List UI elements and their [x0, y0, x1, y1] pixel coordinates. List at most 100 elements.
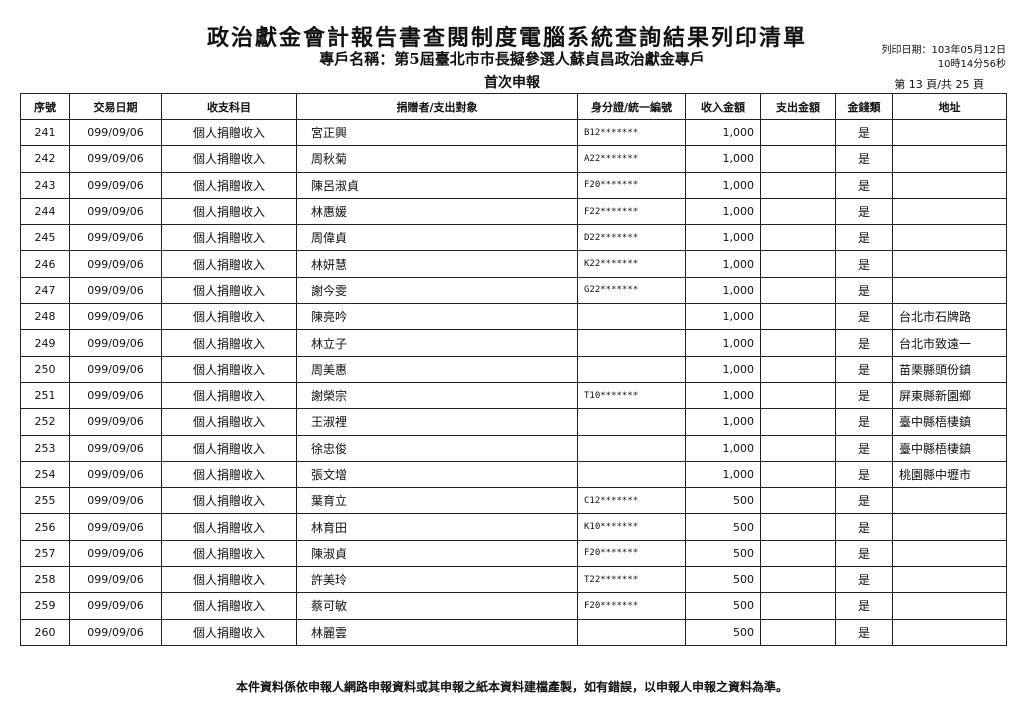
cell-address — [892, 618, 1007, 646]
table-row: 246 099/09/06 個人捐贈收入 林妍慧 K22******* 1,000 是 — [20, 250, 1007, 278]
cell-category: 個人捐贈收入 — [161, 566, 297, 594]
cell-seq: 241 — [20, 118, 70, 147]
column-header-id-number: 身分證/統一編號 — [577, 93, 686, 120]
cell-seq: 260 — [20, 618, 70, 646]
cell-address — [892, 171, 1007, 199]
table-row: 243 099/09/06 個人捐贈收入 陳呂淑貞 F20******* 1,000 是 — [20, 171, 1007, 199]
cell-cash: 是 — [835, 618, 893, 646]
cell-income: 1,000 — [685, 250, 761, 278]
cell-cash: 是 — [835, 381, 893, 410]
cell-id-number: D22******* — [577, 224, 686, 252]
table-row: 252 099/09/06 個人捐贈收入 王淑裡 1,000 是臺中縣梧棲鎮 — [20, 408, 1007, 436]
cell-id-number — [577, 303, 686, 331]
cell-address: 屏東縣新園鄉 — [892, 381, 1007, 410]
cell-cash: 是 — [835, 460, 893, 489]
cell-donor: 王淑裡 — [296, 408, 578, 436]
cell-cash: 是 — [835, 487, 893, 515]
cell-date: 099/09/06 — [69, 145, 162, 173]
cell-donor: 蔡可敏 — [296, 592, 578, 620]
cell-cash: 是 — [835, 329, 893, 357]
cell-address — [892, 592, 1007, 620]
cell-address — [892, 224, 1007, 252]
cell-id-number: F22******* — [577, 197, 686, 226]
cell-cash: 是 — [835, 197, 893, 226]
cell-donor: 葉育立 — [296, 487, 578, 515]
cell-seq: 258 — [20, 566, 70, 594]
table-row: 259 099/09/06 個人捐贈收入 蔡可敏 F20******* 500 是 — [20, 592, 1007, 620]
cell-address: 台北市石牌路 — [892, 303, 1007, 331]
cell-date: 099/09/06 — [69, 118, 162, 147]
cell-date: 099/09/06 — [69, 487, 162, 515]
cell-date: 099/09/06 — [69, 592, 162, 620]
cell-date: 099/09/06 — [69, 197, 162, 226]
cell-seq: 248 — [20, 303, 70, 331]
cell-income: 1,000 — [685, 329, 761, 357]
cell-id-number: K22******* — [577, 250, 686, 278]
cell-expense — [760, 303, 836, 331]
cell-date: 099/09/06 — [69, 460, 162, 489]
cell-donor: 林惠媛 — [296, 197, 578, 226]
cell-cash: 是 — [835, 408, 893, 436]
cell-income: 1,000 — [685, 434, 761, 462]
cell-address — [892, 250, 1007, 278]
cell-id-number: T22******* — [577, 566, 686, 594]
cell-expense — [760, 592, 836, 620]
cell-seq: 243 — [20, 171, 70, 199]
cell-id-number: C12******* — [577, 487, 686, 515]
cell-income: 1,000 — [685, 460, 761, 489]
cell-income: 1,000 — [685, 224, 761, 252]
cell-address: 臺中縣梧棲鎮 — [892, 408, 1007, 436]
table-row: 245 099/09/06 個人捐贈收入 周偉貞 D22******* 1,000 是 — [20, 224, 1007, 252]
table-row: 244 099/09/06 個人捐贈收入 林惠媛 F22******* 1,000 是 — [20, 197, 1007, 226]
cell-expense — [760, 118, 836, 147]
cell-donor: 徐忠俊 — [296, 434, 578, 462]
cell-income: 1,000 — [685, 381, 761, 410]
cell-address — [892, 118, 1007, 147]
cell-seq: 251 — [20, 381, 70, 410]
table-row: 255 099/09/06 個人捐贈收入 葉育立 C12******* 500 是 — [20, 487, 1007, 515]
cell-income: 500 — [685, 618, 761, 646]
cell-expense — [760, 276, 836, 305]
cell-category: 個人捐贈收入 — [161, 408, 297, 436]
cell-id-number: K10******* — [577, 513, 686, 541]
cell-category: 個人捐贈收入 — [161, 487, 297, 515]
cell-income: 1,000 — [685, 303, 761, 331]
cell-income: 500 — [685, 487, 761, 515]
table-row: 256 099/09/06 個人捐贈收入 林育田 K10******* 500 是 — [20, 513, 1007, 541]
cell-cash: 是 — [835, 303, 893, 331]
print-time: 10時14分56秒 — [937, 59, 1006, 70]
cell-date: 099/09/06 — [69, 408, 162, 436]
cell-id-number — [577, 460, 686, 489]
cell-cash: 是 — [835, 434, 893, 462]
cell-cash: 是 — [835, 592, 893, 620]
cell-donor: 周秋菊 — [296, 145, 578, 173]
cell-date: 099/09/06 — [69, 171, 162, 199]
cell-category: 個人捐贈收入 — [161, 513, 297, 541]
cell-category: 個人捐贈收入 — [161, 618, 297, 646]
cell-id-number — [577, 329, 686, 357]
cell-date: 099/09/06 — [69, 276, 162, 305]
report-type: 首次申報 — [484, 75, 540, 91]
cell-expense — [760, 539, 836, 568]
cell-address — [892, 197, 1007, 226]
account-name: 專戶名稱：第5屆臺北市市長擬參選人蘇貞昌政治獻金專戶 — [319, 50, 705, 68]
cell-category: 個人捐贈收入 — [161, 224, 297, 252]
cell-seq: 256 — [20, 513, 70, 541]
cell-expense — [760, 487, 836, 515]
cell-address — [892, 145, 1007, 173]
cell-income: 500 — [685, 566, 761, 594]
table-row: 248 099/09/06 個人捐贈收入 陳亮吟 1,000 是台北市石牌路 — [20, 303, 1007, 331]
table-row: 250 099/09/06 個人捐贈收入 周美惠 1,000 是苗栗縣頭份鎮 — [20, 355, 1007, 383]
cell-date: 099/09/06 — [69, 381, 162, 410]
cell-seq: 257 — [20, 539, 70, 568]
cell-cash: 是 — [835, 118, 893, 147]
cell-address: 苗栗縣頭份鎮 — [892, 355, 1007, 383]
cell-address — [892, 276, 1007, 305]
cell-donor: 林麗雲 — [296, 618, 578, 646]
cell-id-number: F20******* — [577, 539, 686, 568]
table-row: 242 099/09/06 個人捐贈收入 周秋菊 A22******* 1,000 是 — [20, 145, 1007, 173]
column-header-expense: 支出金額 — [760, 93, 836, 120]
cell-id-number — [577, 618, 686, 646]
cell-donor: 陳亮吟 — [296, 303, 578, 331]
cell-seq: 259 — [20, 592, 70, 620]
